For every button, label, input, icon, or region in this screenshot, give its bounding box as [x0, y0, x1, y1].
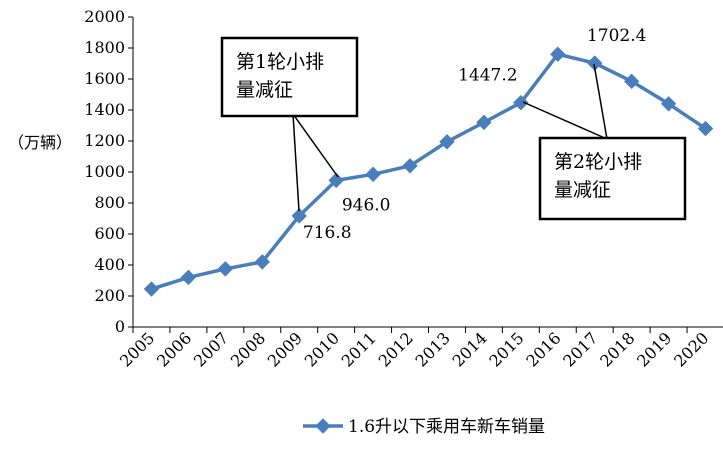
data-point	[180, 269, 197, 286]
callout-box	[538, 136, 687, 221]
y-tick-label: 1800	[84, 38, 125, 57]
callout-pointer	[522, 101, 608, 140]
legend-label: 1.6升以下乘用车新车销量	[348, 417, 545, 437]
callout-text: 量减征	[236, 79, 293, 101]
y-tick-label: 1000	[84, 162, 125, 181]
x-tick-label: 2009	[264, 328, 306, 370]
data-point	[143, 281, 160, 297]
y-tick-labels: 0 200 400 600 800 1000 1200 1400 1600 1800 2000	[84, 7, 125, 336]
x-tick-labels: 2005200620072008200920102011201220132014…	[116, 328, 712, 370]
callout-text: 第2轮小排	[554, 151, 642, 173]
series-line	[150, 52, 707, 291]
legend: 1.6升以下乘用车新车销量	[303, 417, 545, 437]
x-tick-label: 2007	[190, 328, 232, 370]
data-point	[623, 73, 640, 90]
data-point	[550, 46, 566, 62]
x-tick-label: 2006	[153, 328, 195, 370]
y-tick-label: 2000	[84, 7, 125, 26]
data-point	[254, 254, 270, 270]
data-point	[291, 208, 307, 224]
x-tick-label: 2011	[338, 328, 380, 370]
x-tick-label: 2015	[485, 328, 527, 370]
callout-box	[220, 36, 359, 118]
y-tick-label: 600	[94, 224, 125, 243]
callout-text: 量减征	[554, 179, 611, 201]
callout-pointer	[593, 63, 608, 140]
x-tick-label: 2010	[301, 328, 343, 370]
data-point	[365, 166, 381, 183]
x-tick-label: 2020	[670, 328, 712, 370]
data-label: 946.0	[342, 195, 391, 215]
callout-text: 第1轮小排	[236, 51, 324, 73]
data-label: 1447.2	[458, 66, 517, 86]
callout-pointer	[292, 113, 300, 212]
x-tick-label: 2008	[227, 328, 269, 370]
axes	[128, 16, 723, 333]
legend-marker	[315, 418, 331, 434]
data-point	[513, 94, 529, 111]
x-tick-label: 2014	[449, 328, 491, 370]
data-point	[402, 158, 418, 174]
y-tick-label: 400	[94, 255, 125, 274]
y-tick-label: 800	[94, 193, 125, 212]
x-tick-label: 2012	[375, 328, 417, 370]
x-tick-label: 2017	[559, 328, 601, 370]
y-tick-label: 200	[94, 286, 125, 305]
data-label: 1702.4	[587, 26, 646, 46]
data-point	[660, 96, 677, 112]
y-tick-label: 1400	[84, 100, 125, 119]
data-point	[697, 120, 714, 137]
x-tick-label: 2018	[596, 328, 638, 370]
data-point	[328, 172, 344, 189]
x-tick-label: 2013	[412, 328, 454, 370]
data-point	[439, 134, 455, 150]
data-point	[476, 114, 492, 131]
y-axis-label: （万辆）	[8, 133, 72, 152]
data-label: 716.8	[303, 223, 352, 243]
series-group	[143, 46, 714, 297]
y-tick-label: 1200	[84, 131, 125, 150]
x-tick-label: 2016	[522, 328, 564, 370]
data-point	[217, 261, 234, 277]
y-tick-label: 1600	[84, 69, 125, 88]
callout-pointer	[292, 113, 339, 178]
x-tick-label: 2019	[633, 328, 675, 370]
y-tick-label: 0	[115, 317, 125, 336]
data-labels: 716.8 946.0 1447.2 1702.4	[303, 26, 647, 243]
